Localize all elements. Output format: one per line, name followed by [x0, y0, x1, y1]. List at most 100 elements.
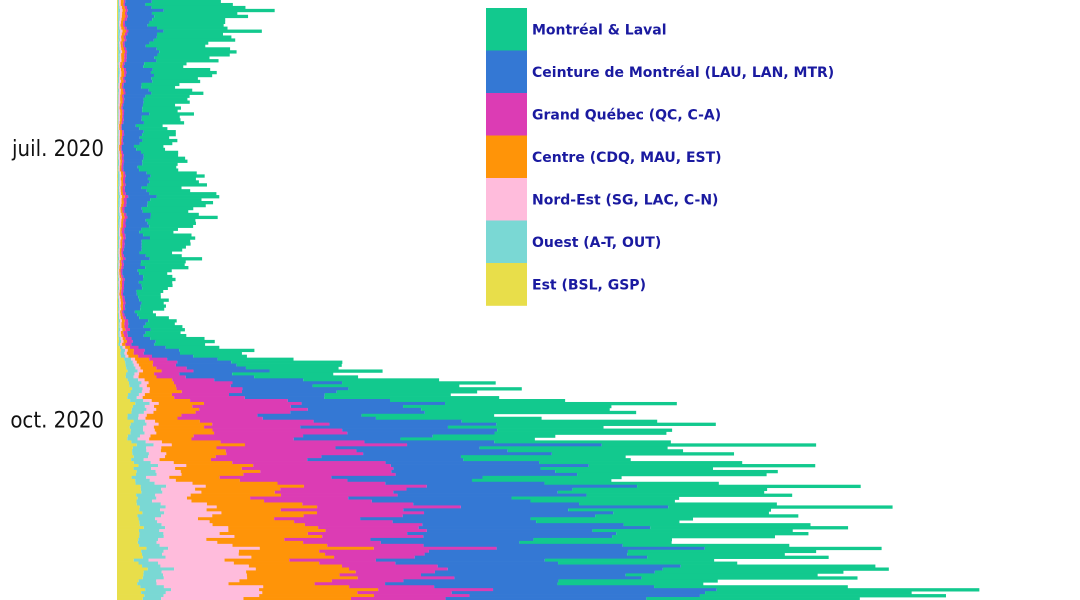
bar-segment [124, 56, 127, 60]
bar-segment [217, 357, 294, 361]
bar-segment [117, 221, 118, 225]
bar-segment [262, 591, 358, 595]
bar-segment [140, 307, 165, 311]
bar-segment [122, 106, 143, 110]
bar-segment [123, 174, 126, 178]
bar-segment [150, 215, 218, 220]
bar-segment [124, 304, 141, 308]
bar-segment [122, 50, 126, 54]
bar-segment [120, 50, 123, 54]
bar-segment [138, 345, 166, 350]
bar-segment [402, 514, 596, 518]
bar-segment [143, 156, 186, 160]
bar-segment [241, 467, 394, 471]
bar-segment [121, 156, 124, 160]
bar-segment [126, 70, 151, 75]
bar-segment [185, 375, 255, 379]
bar-segment [117, 558, 134, 562]
bar-segment [117, 133, 119, 137]
bar-segment [152, 363, 176, 367]
bar-segment [147, 23, 224, 27]
bar-segment [348, 387, 522, 391]
bar-segment [117, 274, 119, 279]
bar-segment [126, 11, 152, 16]
bar-segment [117, 419, 134, 424]
bar-segment [117, 62, 119, 66]
bar-segment [126, 372, 135, 376]
bar-segment [117, 44, 120, 48]
bar-segment [146, 384, 176, 388]
bar-segment [312, 384, 460, 388]
bar-segment [123, 153, 144, 157]
y-axis-ticks: juil. 2020 oct. 2020 [10, 137, 104, 434]
bar-segment [159, 458, 211, 462]
bar-segment [125, 348, 128, 353]
bar-segment [119, 227, 121, 231]
bar-segment [144, 378, 173, 382]
bar-segment [117, 313, 120, 317]
bar-segment [121, 266, 124, 270]
bar-segment [152, 79, 201, 84]
bar-segment [163, 532, 220, 536]
bar-segment [133, 144, 164, 149]
bar-segment [122, 97, 125, 101]
bar-segment [120, 91, 124, 95]
bar-segment [117, 109, 119, 113]
bar-segment [145, 254, 182, 258]
bar-segment [117, 458, 132, 462]
bar-segment [122, 186, 125, 190]
bar-segment [121, 198, 124, 202]
bar-segment [133, 467, 151, 471]
bar-segment [118, 112, 121, 116]
bar-segment [119, 41, 121, 45]
bar-segment [163, 585, 264, 589]
bar-segment [121, 230, 125, 234]
bar-segment [131, 407, 147, 412]
bar-segment [122, 29, 127, 33]
bar-segment [121, 56, 125, 60]
bar-segment [122, 180, 126, 184]
bar-segment [118, 121, 120, 125]
bar-segment [119, 79, 122, 84]
bar-segment [117, 546, 147, 551]
bar-segment [123, 0, 126, 4]
bar-segment [118, 203, 120, 208]
bar-segment [163, 576, 248, 580]
bar-segment [117, 266, 118, 270]
bar-segment [156, 582, 229, 586]
bar-segment [117, 425, 130, 429]
bar-segment [117, 112, 118, 116]
bar-segment [117, 159, 120, 163]
bar-segment [117, 266, 119, 270]
bar-segment [118, 198, 120, 202]
bar-segment [117, 434, 128, 438]
bar-segment [120, 331, 124, 335]
bar-segment [173, 381, 233, 385]
bar-segment [132, 387, 143, 391]
bar-segment [126, 5, 152, 10]
bar-segment [149, 257, 203, 261]
bar-segment [145, 2, 233, 7]
bar-segment [117, 422, 131, 426]
bar-segment [238, 549, 320, 554]
bar-segment [124, 206, 142, 211]
bar-segment [395, 561, 559, 565]
bar-segment [123, 20, 125, 24]
bar-segment [117, 573, 144, 577]
bar-segment [119, 67, 121, 72]
bar-segment [161, 523, 213, 527]
bar-segment [121, 20, 124, 24]
bar-segment [117, 437, 128, 441]
bar-segment [127, 333, 144, 338]
bar-segment [151, 0, 221, 4]
bar-segment [119, 301, 121, 305]
bar-segment [391, 469, 556, 474]
bar-segment [123, 183, 126, 187]
bar-segment [148, 88, 193, 92]
bar-segment [119, 266, 122, 270]
bar-segment [228, 526, 319, 530]
bar-segment [124, 209, 143, 214]
bar-segment [129, 328, 151, 332]
bar-segment [496, 422, 716, 426]
bar-segment [119, 224, 122, 228]
